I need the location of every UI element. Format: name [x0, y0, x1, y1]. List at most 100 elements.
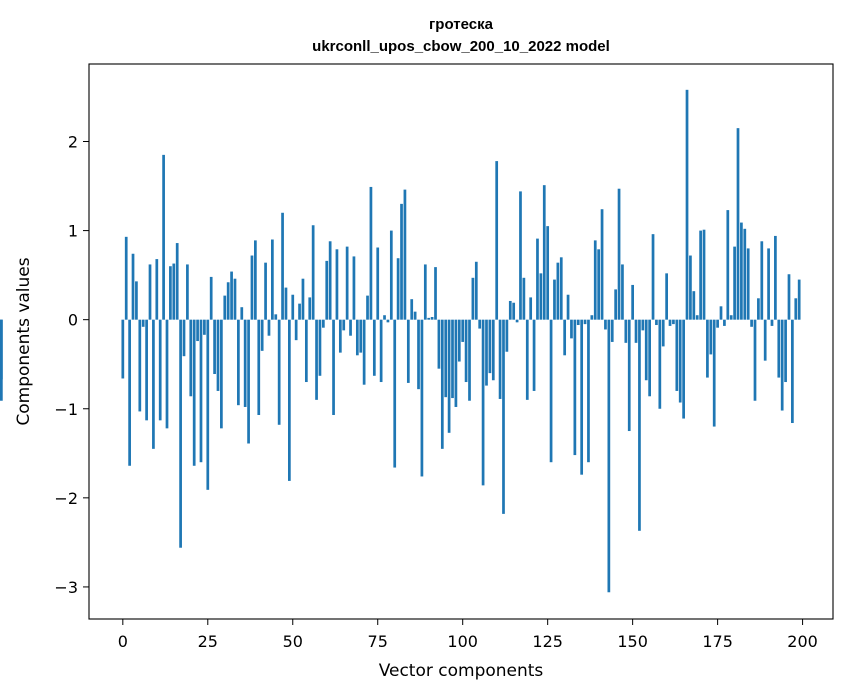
- bar-component-177: [723, 319, 726, 326]
- bar-component-164: [678, 319, 682, 403]
- bar-component-159: [661, 319, 665, 347]
- bar-component-16: [175, 243, 179, 320]
- x-tick-label: 200: [787, 632, 818, 651]
- bar-component-113: [505, 319, 509, 352]
- bar-component-12: [162, 154, 165, 320]
- bar-component-100: [461, 319, 465, 342]
- bar-component-71: [362, 319, 366, 385]
- bar-component-158: [658, 319, 662, 409]
- plot-area-frame: [88, 63, 834, 620]
- bar-component-undefined: [0, 319, 3, 401]
- bar-component-74: [372, 319, 376, 376]
- bar-component-102: [468, 319, 471, 401]
- chart-title-line-2: ukrconll_upos_cbow_200_10_2022 model: [312, 38, 610, 55]
- bar-component-124: [542, 185, 546, 320]
- bar-component-122: [536, 238, 539, 320]
- bar-component-48: [284, 287, 288, 320]
- bar-component-9: [152, 319, 155, 449]
- bar-component-106: [481, 319, 485, 486]
- bar-component-150: [631, 284, 634, 320]
- bar-component-55: [308, 297, 312, 320]
- bar-component-170: [699, 230, 702, 320]
- bar-component-147: [621, 264, 624, 320]
- bar-component-125: [546, 226, 550, 320]
- bars-group: [0, 89, 801, 593]
- bar-component-151: [634, 319, 638, 343]
- bar-component-0: [121, 319, 125, 379]
- bar-component-154: [644, 319, 648, 381]
- bar-component-101: [464, 319, 468, 383]
- bar-component-66: [345, 246, 349, 320]
- bar-component-157: [655, 319, 658, 326]
- bar-component-98: [454, 319, 458, 407]
- bar-component-72: [366, 295, 369, 320]
- chart-title-line-1: гротеска: [429, 16, 494, 33]
- bar-component-109: [491, 319, 495, 381]
- bar-component-61: [328, 241, 332, 320]
- y-axis-label: Components values: [14, 257, 34, 425]
- x-tick-label: 150: [617, 632, 648, 651]
- bar-component-123: [539, 273, 543, 320]
- bar-component-57: [315, 319, 318, 400]
- bar-component-63: [335, 249, 339, 320]
- bar-component-174: [712, 319, 716, 427]
- bar-component-119: [525, 319, 529, 400]
- bar-component-41: [260, 319, 264, 351]
- bar-component-142: [604, 319, 607, 330]
- bar-component-43: [267, 319, 271, 336]
- bar-component-129: [559, 257, 563, 320]
- x-tick-label: 125: [532, 632, 563, 651]
- bar-component-50: [291, 294, 295, 320]
- bar-component-148: [624, 319, 628, 343]
- bar-component-187: [757, 298, 760, 320]
- bar-component-47: [281, 212, 284, 320]
- bar-component-30: [223, 295, 227, 320]
- x-tick-label: 75: [368, 632, 388, 651]
- bar-component-96: [447, 319, 451, 433]
- bar-component-137: [587, 319, 590, 463]
- bar-component-10: [155, 259, 159, 320]
- bar-component-141: [600, 209, 604, 320]
- bar-component-82: [400, 203, 403, 320]
- bar-component-127: [553, 279, 556, 320]
- bar-component-194: [780, 319, 784, 411]
- bar-component-85: [410, 299, 414, 320]
- bar-component-39: [254, 240, 257, 320]
- bar-component-153: [641, 319, 645, 331]
- bar-component-179: [729, 315, 733, 320]
- bar-component-167: [689, 255, 692, 320]
- bar-component-131: [566, 294, 570, 320]
- bar-component-163: [675, 319, 679, 391]
- bar-component-90: [427, 317, 431, 320]
- bar-component-11: [158, 319, 162, 421]
- bar-component-189: [763, 319, 767, 361]
- bar-component-104: [474, 261, 478, 320]
- bar-component-28: [216, 319, 220, 391]
- bar-component-21: [192, 319, 196, 466]
- bar-component-89: [423, 264, 427, 320]
- bar-component-86: [413, 311, 417, 320]
- bar-component-190: [767, 248, 770, 320]
- y-tick-label: −1: [54, 400, 78, 419]
- bar-component-14: [169, 266, 172, 320]
- y-tick-label: −3: [54, 578, 78, 597]
- bar-component-20: [189, 319, 193, 397]
- bar-component-58: [318, 319, 322, 376]
- bar-component-35: [240, 307, 244, 320]
- bar-component-6: [141, 319, 145, 327]
- y-tick-label: 0: [68, 311, 78, 330]
- bar-component-81: [396, 258, 400, 320]
- bar-component-54: [304, 319, 308, 383]
- bar-component-172: [706, 319, 709, 378]
- bar-component-146: [617, 188, 621, 320]
- x-tick-label: 0: [118, 632, 128, 651]
- x-axis-label: Vector components: [379, 661, 544, 681]
- bar-component-166: [685, 89, 689, 320]
- bar-component-7: [145, 319, 148, 421]
- bar-component-27: [213, 319, 216, 375]
- bar-component-97: [451, 319, 454, 399]
- x-tick-label: 25: [198, 632, 218, 651]
- bar-component-169: [695, 315, 699, 320]
- bar-component-112: [502, 319, 505, 514]
